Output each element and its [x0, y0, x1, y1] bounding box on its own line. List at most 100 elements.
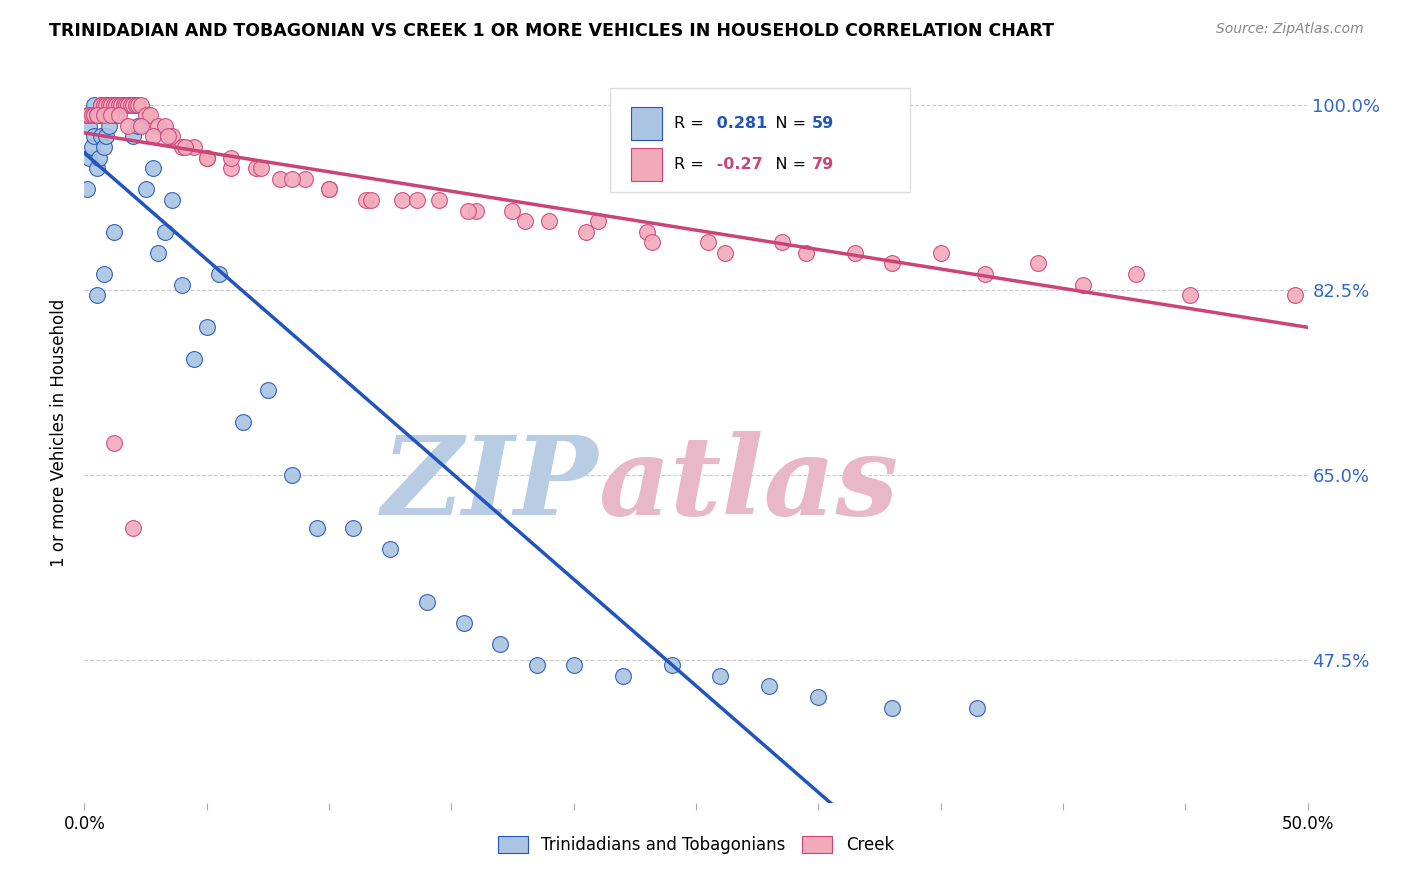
Point [281, 467, 304, 482]
Text: R =: R = [673, 157, 703, 172]
Point [117, 119, 139, 133]
Point [90, 129, 112, 144]
Point [90, 97, 112, 112]
Point [360, 193, 382, 207]
Point [156, 129, 179, 144]
Point [100, 97, 122, 112]
Point [153, 225, 176, 239]
Point [80, 108, 103, 122]
Point [153, 119, 176, 133]
Point [117, 97, 139, 112]
Point [269, 171, 291, 186]
Point [183, 140, 205, 154]
Point [107, 97, 129, 112]
Point [103, 97, 125, 112]
Point [172, 140, 194, 154]
Point [162, 193, 184, 207]
Point [135, 108, 157, 122]
Point [1178, 288, 1201, 302]
Point [1284, 288, 1306, 302]
Point [110, 97, 132, 112]
Point [219, 161, 242, 176]
Y-axis label: 1 or more Vehicles in Household: 1 or more Vehicles in Household [51, 299, 69, 566]
Point [90, 97, 112, 112]
Point [97, 97, 120, 112]
Point [973, 267, 995, 281]
Point [880, 256, 903, 270]
Point [122, 521, 145, 535]
Point [416, 595, 439, 609]
Point [318, 182, 340, 196]
Point [562, 658, 585, 673]
Point [80, 140, 103, 154]
Point [107, 97, 129, 112]
Point [453, 615, 475, 630]
Point [97, 119, 120, 133]
Point [93, 267, 115, 281]
Point [125, 97, 148, 112]
Text: atlas: atlas [598, 431, 898, 538]
Point [257, 384, 280, 398]
Point [107, 108, 129, 122]
Point [172, 277, 194, 292]
Point [575, 225, 598, 239]
Legend: Trinidadians and Tobagonians, Creek: Trinidadians and Tobagonians, Creek [491, 830, 901, 861]
Point [117, 97, 139, 112]
Point [709, 669, 731, 683]
Point [135, 182, 157, 196]
Point [391, 193, 413, 207]
Point [586, 214, 609, 228]
Point [77, 108, 100, 122]
Point [96, 97, 118, 112]
Point [96, 129, 118, 144]
Point [526, 658, 548, 673]
Point [100, 108, 122, 122]
Point [93, 97, 115, 112]
Point [93, 108, 115, 122]
Point [489, 637, 512, 651]
Point [245, 161, 267, 176]
Point [127, 119, 149, 133]
Point [103, 97, 125, 112]
Point [77, 119, 100, 133]
Point [129, 97, 152, 112]
Point [112, 97, 135, 112]
Point [794, 245, 817, 260]
Point [294, 171, 316, 186]
Point [93, 108, 115, 122]
Point [807, 690, 830, 704]
Point [281, 171, 304, 186]
FancyBboxPatch shape [610, 88, 910, 192]
Point [97, 97, 120, 112]
Point [427, 193, 450, 207]
Text: 0.281: 0.281 [710, 116, 766, 131]
Point [457, 203, 479, 218]
Point [714, 245, 737, 260]
Point [697, 235, 720, 250]
Point [142, 129, 165, 144]
Point [103, 225, 125, 239]
Point [1028, 256, 1050, 270]
Point [115, 97, 138, 112]
Text: TRINIDADIAN AND TOBAGONIAN VS CREEK 1 OR MORE VEHICLES IN HOUSEHOLD CORRELATION : TRINIDADIAN AND TOBAGONIAN VS CREEK 1 OR… [49, 22, 1054, 40]
Point [1125, 267, 1147, 281]
Point [83, 108, 105, 122]
Text: ZIP: ZIP [381, 431, 598, 538]
Point [232, 415, 254, 429]
Point [305, 521, 328, 535]
Point [844, 245, 866, 260]
Point [770, 235, 793, 250]
Point [76, 182, 98, 196]
Point [406, 193, 429, 207]
Point [86, 108, 108, 122]
Text: Source: ZipAtlas.com: Source: ZipAtlas.com [1216, 22, 1364, 37]
Point [173, 140, 195, 154]
Point [87, 108, 110, 122]
Point [86, 108, 108, 122]
Text: 79: 79 [813, 157, 834, 172]
Point [80, 108, 103, 122]
Point [100, 108, 122, 122]
Point [105, 108, 128, 122]
Point [83, 97, 105, 112]
Point [464, 203, 486, 218]
